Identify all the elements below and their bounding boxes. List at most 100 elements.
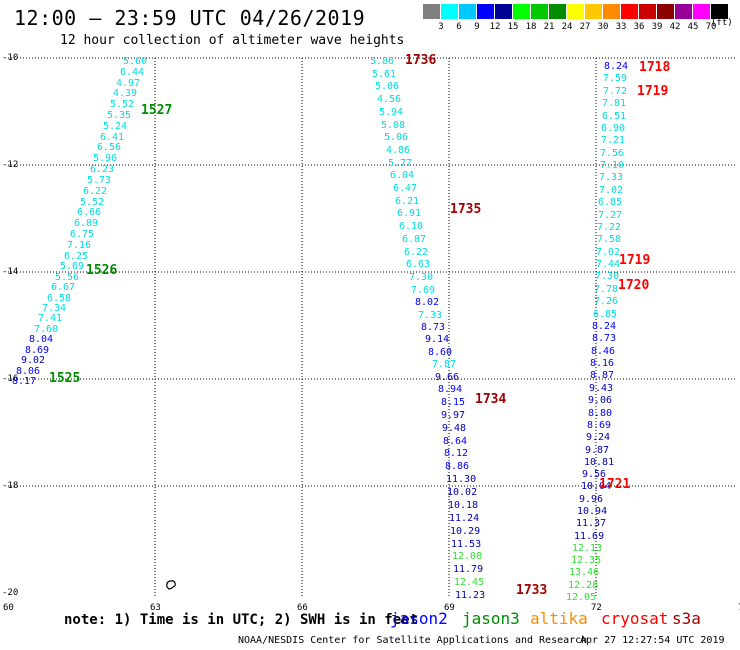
legend-label: 12: [489, 22, 501, 32]
wave-height-value: 5.35: [107, 110, 132, 121]
wave-height-value: 7.81: [602, 98, 627, 109]
wave-height-value: 8.69: [587, 420, 612, 431]
longitude-label: 75: [738, 603, 740, 613]
wave-height-value: 11.23: [455, 590, 486, 601]
latitude-label: -12: [2, 160, 19, 170]
legend-swatch: [513, 4, 530, 19]
pass-time-label: 1734: [475, 392, 507, 407]
footer-credit: NOAA/NESDIS Center for Satellite Applica…: [238, 635, 588, 646]
wave-height-value: 7.02: [599, 185, 624, 196]
wave-height-value: 6.56: [97, 142, 122, 153]
chart-title: 12:00 – 23:59 UTC 04/26/2019: [14, 6, 366, 30]
pass-time-label: 1721: [599, 477, 631, 492]
wave-height-value: 6.21: [395, 196, 420, 207]
wave-height-value: 7.87: [432, 359, 457, 370]
wave-height-value: 8.16: [590, 358, 615, 369]
legend-swatch: [585, 4, 602, 19]
wave-height-value: 8.80: [588, 408, 613, 419]
legend-label: 39: [651, 22, 663, 32]
longitude-label: 69: [444, 603, 455, 613]
wave-height-value: 7.33: [599, 172, 624, 183]
wave-height-value: 6.90: [601, 123, 626, 134]
legend-swatch: [675, 4, 692, 19]
wave-height-value: 7.78: [594, 284, 619, 295]
wave-height-value: 6.41: [100, 132, 125, 143]
longitude-label: 63: [150, 603, 161, 613]
legend-swatch: [531, 4, 548, 19]
wave-height-value: 8.69: [25, 345, 50, 356]
legend-swatch: [603, 4, 620, 19]
wave-height-value: 11.69: [574, 531, 605, 542]
legend-swatch: [657, 4, 674, 19]
wave-height-value: 12.35: [571, 555, 602, 566]
wave-height-value: 8.46: [591, 346, 616, 357]
wave-height-value: 11.79: [453, 564, 484, 575]
wave-height-value: 4.97: [116, 78, 141, 89]
wave-height-value: 9.14: [425, 334, 450, 345]
legend-unit: (ft): [711, 18, 733, 28]
wave-height-value: 12.45: [454, 577, 485, 588]
wave-height-value: 6.75: [70, 229, 95, 240]
latitude-label: -10: [2, 53, 19, 63]
wave-height-value: 9.48: [442, 423, 467, 434]
footer-timestamp: Apr 27 12:27:54 UTC 2019: [580, 635, 725, 646]
legend-swatch: [621, 4, 638, 19]
wave-height-value: 6.85: [593, 309, 618, 320]
legend-label: 24: [561, 22, 573, 32]
legend-label: 21: [543, 22, 555, 32]
wave-height-value: 6.23: [90, 164, 115, 175]
longitude-label: 66: [297, 603, 308, 613]
wave-height-value: 5.24: [103, 121, 128, 132]
wave-height-value: 7.56: [600, 148, 625, 159]
wave-height-value: 7.41: [38, 313, 63, 324]
wave-height-value: 8.73: [421, 322, 446, 333]
wave-height-value: 12.28: [568, 580, 599, 591]
wave-height-value: 6.25: [64, 251, 89, 262]
wave-height-value: 8.64: [443, 436, 468, 447]
wave-height-value: 10.02: [447, 487, 478, 498]
latitude-label: -14: [2, 267, 19, 277]
legend-swatch: [693, 4, 710, 19]
wave-height-value: 6.51: [602, 111, 627, 122]
pass-time-label: 1526: [86, 263, 118, 278]
wave-height-value: 12.13: [572, 543, 603, 554]
wave-height-value: 8.04: [29, 334, 54, 345]
wave-height-value: 11.30: [446, 474, 477, 485]
wave-height-value: 13.46: [569, 567, 600, 578]
wave-height-value: 7.30: [409, 272, 434, 283]
wave-height-value: 6.04: [390, 170, 415, 181]
wave-height-value: 5.06: [375, 81, 400, 92]
wave-height-value: 6.44: [120, 67, 145, 78]
wave-height-value: 5.08: [381, 120, 406, 131]
pass-time-label: 1719: [637, 84, 669, 99]
wave-height-value: 6.63: [406, 259, 431, 270]
wave-height-value: 5.52: [80, 197, 105, 208]
wave-height-value: 6.22: [83, 186, 108, 197]
wave-height-value: 5.96: [93, 153, 118, 164]
pass-time-label: 1720: [618, 278, 650, 293]
note-text: note: 1) Time is in UTC; 2) SWH is in fe…: [64, 612, 419, 628]
wave-height-value: 10.29: [450, 526, 481, 537]
legend-label: 45: [687, 22, 699, 32]
legend-swatch: [423, 4, 440, 19]
wave-height-value: 5.52: [110, 99, 135, 110]
wave-height-value: 11.53: [451, 539, 482, 550]
longitude-label: 72: [591, 603, 602, 613]
wave-height-value: 5.73: [87, 175, 112, 186]
wave-height-value: 7.10: [600, 160, 625, 171]
wave-height-value: 6.58: [47, 293, 72, 304]
wave-height-value: 7.27: [598, 210, 623, 221]
wave-height-value: 9.06: [588, 395, 613, 406]
wave-height-value: 6.89: [74, 218, 99, 229]
wave-height-value: 8.02: [415, 297, 440, 308]
wave-height-value: 9.24: [586, 432, 611, 443]
wave-height-value: 8.06: [16, 366, 41, 377]
wave-height-value: 6.47: [393, 183, 418, 194]
legend-label: 6: [456, 22, 462, 32]
wave-height-value: 5.77: [388, 158, 413, 169]
wave-height-value: 7.26: [594, 296, 619, 307]
legend-swatch: [459, 4, 476, 19]
satellite-name: jason2: [390, 609, 448, 628]
pass-time-label: 1718: [639, 60, 671, 75]
